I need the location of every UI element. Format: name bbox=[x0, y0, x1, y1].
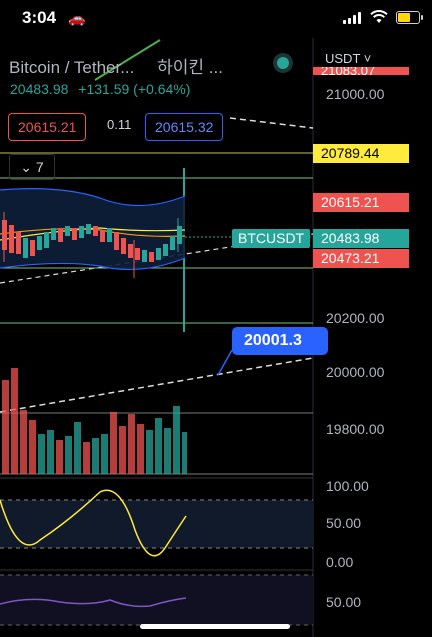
currency-label[interactable]: USDT bbox=[325, 51, 361, 66]
oscillator-line bbox=[0, 489, 187, 557]
indicator-count: 7 bbox=[35, 159, 44, 175]
clock: 3:04 bbox=[22, 8, 57, 27]
candles bbox=[2, 212, 182, 278]
spread-value: 0.11 bbox=[107, 117, 132, 132]
chart-style-label[interactable]: 하이킨 ... bbox=[157, 58, 223, 77]
symbol-title[interactable]: Bitcoin / Tether... 하이킨 ... bbox=[9, 53, 223, 78]
price-tag-cutoff: 21083.07 bbox=[313, 67, 409, 75]
price-tag-ask: 20615.21 bbox=[313, 193, 409, 212]
drawing-price-callout[interactable]: 20001.3 bbox=[232, 327, 328, 355]
home-indicator[interactable] bbox=[140, 624, 290, 629]
rsi-line bbox=[0, 597, 187, 608]
indicator-collapse-button[interactable]: ⌄ 7 bbox=[9, 154, 55, 180]
wifi-icon bbox=[370, 10, 388, 27]
last-price: 20483.98 bbox=[10, 81, 69, 97]
price-tag-last: 20483.98 bbox=[313, 229, 409, 248]
chevron-down-icon: ⌄ bbox=[20, 159, 33, 175]
trendline-white-dashed-low bbox=[0, 357, 314, 413]
osc-axis-label: 50.00 bbox=[326, 515, 362, 531]
price-summary: 20483.98 +131.59 (+0.64%) bbox=[10, 81, 190, 97]
sell-button[interactable]: 20615.21 bbox=[8, 113, 87, 141]
axis-label: 20000.00 bbox=[326, 364, 385, 380]
pair-title[interactable]: Bitcoin / Tether... bbox=[9, 58, 135, 77]
trendline-white-dashed-top bbox=[229, 117, 314, 129]
car-icon: 🚗 bbox=[68, 10, 86, 26]
osc-axis-label: 100.00 bbox=[326, 478, 369, 494]
cellular-signal-icon bbox=[343, 12, 363, 24]
price-tag-low: 20473.21 bbox=[313, 249, 409, 268]
battery-icon bbox=[396, 11, 423, 24]
status-bar: 3:04 🚗 bbox=[0, 0, 432, 38]
chart-canvas[interactable] bbox=[0, 38, 432, 637]
currency-selector[interactable]: USDT ˅ bbox=[325, 51, 371, 66]
buy-button[interactable]: 20615.32 bbox=[145, 113, 224, 141]
volume-bars bbox=[2, 368, 187, 474]
chevron-down-icon: ˅ bbox=[363, 51, 372, 66]
price-tag-high: 20789.44 bbox=[313, 144, 409, 163]
osc-axis-label: 0.00 bbox=[326, 554, 354, 570]
rsi-axis-label: 50.00 bbox=[326, 594, 362, 610]
axis-label: 20200.00 bbox=[326, 310, 385, 326]
symbol-tag: BTCUSDT bbox=[232, 229, 311, 248]
trendline-green bbox=[94, 39, 161, 81]
price-change: +131.59 (+0.64%) bbox=[78, 81, 191, 97]
market-status-icon[interactable] bbox=[277, 57, 289, 69]
axis-label: 19800.00 bbox=[326, 421, 385, 437]
axis-label: 21000.00 bbox=[326, 86, 385, 102]
